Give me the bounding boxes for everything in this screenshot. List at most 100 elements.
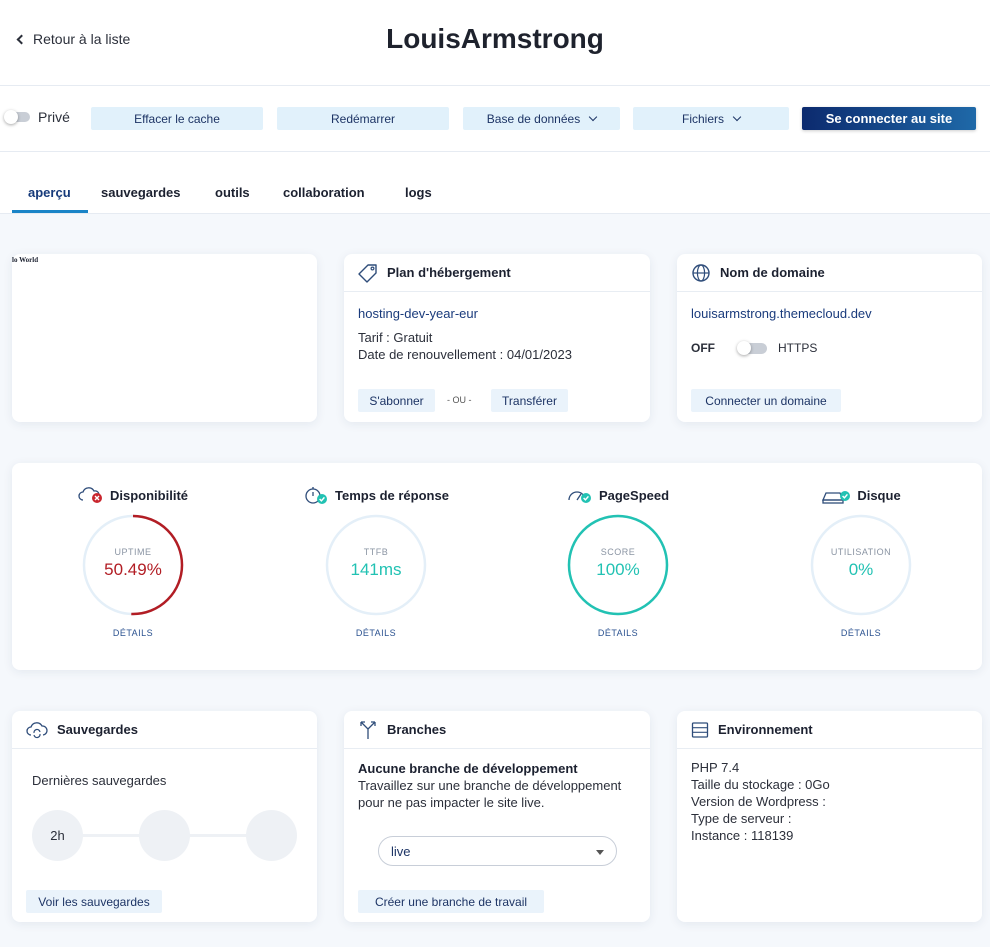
https-label: HTTPS <box>778 341 818 355</box>
files-label: Fichiers <box>681 111 724 126</box>
page-header: Retour à la liste LouisArmstrong <box>0 0 990 86</box>
cloud-sync-icon <box>26 721 48 739</box>
domain-card-header: Nom de domaine <box>677 254 982 292</box>
stopwatch-check-icon <box>303 485 329 505</box>
branches-card: Branches Aucune branche de développement… <box>344 711 650 922</box>
disk-value: 0% <box>848 560 874 579</box>
preview-site-text: lo World <box>12 256 39 264</box>
domain-link[interactable]: louisarmstrong.themecloud.dev <box>691 306 872 321</box>
ttfb-details-link[interactable]: DÉTAILS <box>355 628 397 638</box>
branch-icon <box>358 720 378 740</box>
private-toggle[interactable]: Privé <box>4 109 70 125</box>
domain-card-title: Nom de domaine <box>720 265 825 280</box>
no-branch-title: Aucune branche de développement <box>358 761 578 776</box>
https-switch[interactable] <box>737 341 767 355</box>
uptime-arc <box>82 514 184 616</box>
database-dropdown[interactable]: Base de données <box>463 107 620 130</box>
backup-point[interactable] <box>246 810 297 861</box>
pagespeed-metric: PageSpeed SCORE 100% DÉTAILS <box>518 485 718 638</box>
environment-card: Environnement PHP 7.4 Taille du stockage… <box>677 711 982 922</box>
ttfb-gauge: TTFB 141ms <box>324 513 428 617</box>
cloud-error-icon <box>78 486 104 504</box>
hosting-plan-card: Plan d'hébergement hosting-dev-year-eur … <box>344 254 650 422</box>
hosting-card-title: Plan d'hébergement <box>387 265 511 280</box>
disk-title: Disque <box>857 487 901 503</box>
back-to-list-link[interactable]: Retour à la liste <box>16 31 131 47</box>
tab-outils[interactable]: outils <box>215 185 250 200</box>
env-wordpress: Version de Wordpress : <box>691 794 826 809</box>
uptime-value: 50.49% <box>104 560 162 579</box>
database-label: Base de données <box>486 111 581 126</box>
view-backups-button[interactable]: Voir les sauvegardes <box>26 890 162 913</box>
connect-domain-button[interactable]: Connecter un domaine <box>691 389 841 412</box>
env-server-type: Type de serveur : <box>691 811 792 826</box>
pagespeed-arc <box>567 514 669 616</box>
tag-icon <box>358 263 378 283</box>
globe-icon <box>691 263 711 283</box>
disk-label: UTILISATION <box>830 547 892 557</box>
https-off-label: OFF <box>691 341 715 355</box>
restart-label: Redémarrer <box>330 111 396 126</box>
private-label: Privé <box>38 109 70 125</box>
uptime-details-link[interactable]: DÉTAILS <box>112 628 154 638</box>
branch-select[interactable]: live <box>378 836 617 866</box>
create-branch-button[interactable]: Créer une branche de travail <box>358 890 544 913</box>
ttfb-label: TTFB <box>363 547 389 557</box>
disk-gauge: UTILISATION 0% <box>809 513 913 617</box>
disk-check-icon <box>821 486 851 504</box>
hosting-plan-link[interactable]: hosting-dev-year-eur <box>358 306 478 321</box>
domain-card: Nom de domaine louisarmstrong.themecloud… <box>677 254 982 422</box>
tab-apercu[interactable]: aperçu <box>28 185 71 200</box>
backups-card-header: Sauvegardes <box>12 711 317 749</box>
pagespeed-gauge: SCORE 100% <box>566 513 670 617</box>
no-branch-text: Travaillez sur une branche de développem… <box>358 778 622 810</box>
or-separator: - OU - <box>447 395 472 405</box>
environment-card-title: Environnement <box>718 722 813 737</box>
backups-card: Sauvegardes Dernières sauvegardes 2h Voi… <box>12 711 317 922</box>
uptime-title: Disponibilité <box>110 487 188 503</box>
response-time-metric: Temps de réponse TTFB 141ms DÉTAILS <box>276 485 476 638</box>
pagespeed-value: 100% <box>596 560 640 579</box>
disk-metric: Disque UTILISATION 0% DÉTAILS <box>761 485 961 638</box>
connect-site-button[interactable]: Se connecter au site <box>802 107 976 130</box>
files-dropdown[interactable]: Fichiers <box>633 107 789 130</box>
tab-logs[interactable]: logs <box>405 185 432 200</box>
pagespeed-label: SCORE <box>600 547 636 557</box>
restart-button[interactable]: Redémarrer <box>277 107 449 130</box>
tab-sauvegardes[interactable]: sauvegardes <box>101 185 181 200</box>
chevron-down-icon <box>732 112 742 122</box>
hosting-tarif: Tarif : Gratuit <box>358 330 433 345</box>
ttfb-value: 141ms <box>350 560 402 579</box>
private-switch[interactable] <box>4 110 30 124</box>
uptime-gauge: UPTIME 50.49% <box>81 513 185 617</box>
subscribe-button[interactable]: S'abonner <box>358 389 435 412</box>
hosting-card-header: Plan d'hébergement <box>344 254 650 292</box>
uptime-label: UPTIME <box>114 547 152 557</box>
transfer-button[interactable]: Transférer <box>491 389 568 412</box>
branches-card-title: Branches <box>387 722 447 737</box>
backup-point-latest[interactable]: 2h <box>32 810 83 861</box>
uptime-metric: Disponibilité UPTIME 50.49% DÉTAILS <box>33 485 233 638</box>
site-toolbar: Privé Effacer le cache Redémarrer Base d… <box>0 86 990 152</box>
pagespeed-details-link[interactable]: DÉTAILS <box>597 628 639 638</box>
back-label: Retour à la liste <box>33 31 131 47</box>
connect-site-label: Se connecter au site <box>825 111 953 126</box>
backups-card-title: Sauvegardes <box>57 722 138 737</box>
environment-card-header: Environnement <box>677 711 982 749</box>
backup-point[interactable] <box>139 810 190 861</box>
response-time-title: Temps de réponse <box>335 487 449 503</box>
site-preview[interactable]: lo World <box>12 254 317 422</box>
disk-details-link[interactable]: DÉTAILS <box>840 628 882 638</box>
caret-down-icon <box>596 850 604 855</box>
pagespeed-title: PageSpeed <box>598 487 670 503</box>
env-php: PHP 7.4 <box>691 760 740 775</box>
env-storage: Taille du stockage : 0Go <box>691 777 830 792</box>
tab-collaboration[interactable]: collaboration <box>283 185 365 200</box>
branches-card-header: Branches <box>344 711 650 749</box>
server-icon <box>691 721 709 739</box>
chevron-down-icon <box>588 112 598 122</box>
page-title: LouisArmstrong <box>386 23 604 54</box>
clear-cache-button[interactable]: Effacer le cache <box>91 107 263 130</box>
tab-bar: aperçu sauvegardes outils collaboration … <box>0 152 990 214</box>
branch-select-value: live <box>391 843 411 859</box>
